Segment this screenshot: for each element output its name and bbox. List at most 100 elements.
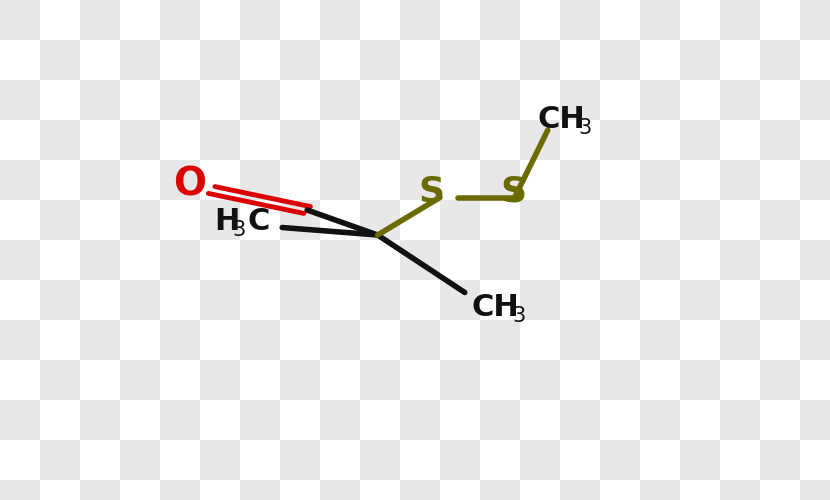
Bar [680,280,720,320]
Bar [560,480,600,500]
Bar [640,400,680,440]
Bar [360,160,400,200]
Bar [200,320,240,360]
Bar [280,200,320,240]
Bar [120,440,160,480]
Bar [280,360,320,400]
Bar [440,480,480,500]
Bar [680,0,720,40]
Bar [480,40,520,80]
Bar [360,400,400,440]
Bar [80,320,120,360]
Bar [360,120,400,160]
Bar [440,400,480,440]
Bar [200,480,240,500]
Bar [480,440,520,480]
Bar [760,240,800,280]
Bar [360,200,400,240]
Text: 3: 3 [512,306,525,326]
Bar [80,360,120,400]
Bar [120,320,160,360]
Bar [560,120,600,160]
Bar [400,40,440,80]
Bar [120,0,160,40]
Bar [240,440,280,480]
Bar [600,80,640,120]
Bar [160,200,200,240]
Bar [800,480,830,500]
Bar [720,400,760,440]
Bar [640,320,680,360]
Text: S: S [418,174,445,208]
Bar [680,120,720,160]
Bar [320,160,360,200]
Bar [800,400,830,440]
Bar [0,360,40,400]
Bar [80,240,120,280]
Bar [280,0,320,40]
Bar [40,320,80,360]
Bar [560,200,600,240]
Bar [640,280,680,320]
Bar [240,320,280,360]
Bar [520,440,560,480]
Bar [0,120,40,160]
Bar [680,80,720,120]
Bar [200,440,240,480]
Bar [280,240,320,280]
Bar [160,240,200,280]
Bar [400,80,440,120]
Text: S: S [500,174,526,208]
Bar [0,200,40,240]
Bar [560,0,600,40]
Bar [120,200,160,240]
Bar [400,480,440,500]
Bar [600,480,640,500]
Bar [760,320,800,360]
Bar [360,480,400,500]
Bar [800,0,830,40]
Bar [160,280,200,320]
Bar [560,360,600,400]
Bar [560,40,600,80]
Bar [0,320,40,360]
Bar [760,80,800,120]
Bar [80,160,120,200]
Bar [480,280,520,320]
Bar [640,200,680,240]
Bar [360,320,400,360]
Bar [800,240,830,280]
Bar [320,320,360,360]
Bar [440,280,480,320]
Text: 3: 3 [232,220,246,240]
Bar [400,280,440,320]
Bar [760,360,800,400]
Text: CH: CH [538,104,586,134]
Bar [320,120,360,160]
Bar [760,200,800,240]
Bar [200,0,240,40]
Bar [440,80,480,120]
Bar [40,120,80,160]
Bar [800,320,830,360]
Bar [160,480,200,500]
Bar [400,200,440,240]
Bar [0,40,40,80]
Bar [600,320,640,360]
Bar [360,280,400,320]
Bar [680,400,720,440]
Bar [240,80,280,120]
Bar [120,280,160,320]
Bar [520,240,560,280]
Bar [520,200,560,240]
Bar [720,240,760,280]
Bar [480,480,520,500]
Bar [760,40,800,80]
Bar [40,40,80,80]
Bar [800,200,830,240]
Bar [720,0,760,40]
Bar [640,360,680,400]
Bar [200,120,240,160]
Bar [480,160,520,200]
Bar [440,0,480,40]
